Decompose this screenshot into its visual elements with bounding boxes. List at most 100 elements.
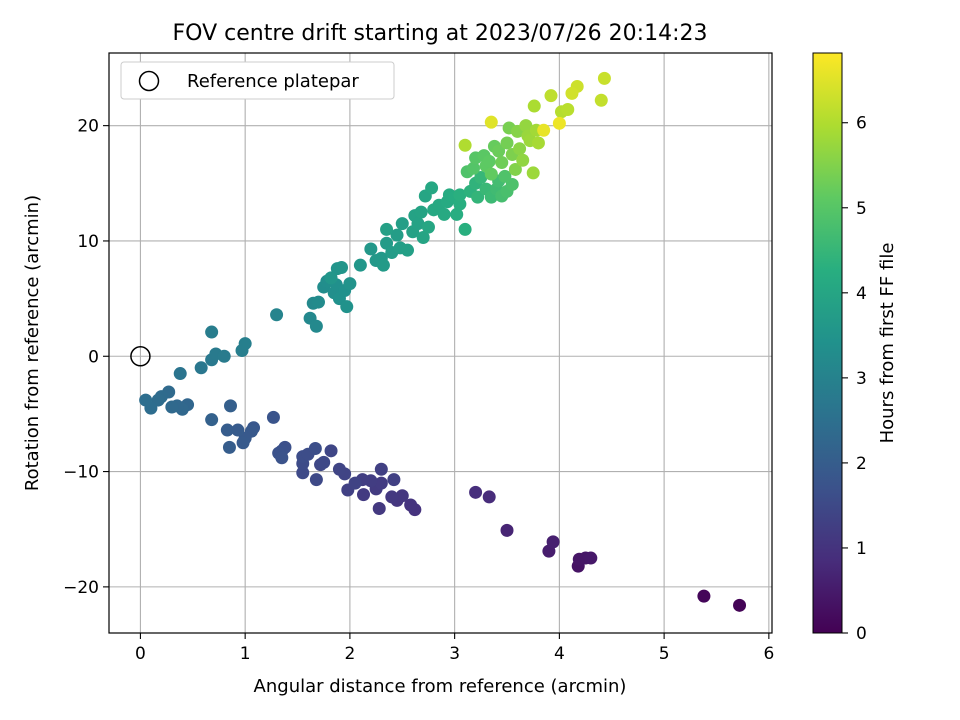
- scatter-point: [222, 440, 236, 454]
- scatter-point: [401, 243, 415, 257]
- scatter-point: [519, 119, 533, 133]
- scatter-point: [353, 258, 367, 272]
- scatter-point: [357, 488, 371, 502]
- scatter-point: [500, 136, 514, 150]
- scatter-point: [139, 393, 153, 407]
- scatter-point: [223, 399, 237, 413]
- scatter-point: [404, 498, 418, 512]
- colorbar-tick-label: 4: [856, 284, 867, 304]
- y-tick-label: −20: [63, 578, 99, 598]
- scatter-point: [495, 156, 509, 170]
- scatter-point: [335, 260, 349, 274]
- scatter-point: [453, 197, 467, 211]
- scatter-point: [458, 222, 472, 236]
- scatter-point: [513, 142, 527, 156]
- scatter-point: [492, 144, 506, 158]
- scatter-point: [516, 153, 530, 167]
- scatter-point: [552, 116, 566, 130]
- legend-marker: [138, 70, 160, 92]
- colorbar-label: Hours from first FF file: [877, 243, 898, 444]
- scatter-point: [594, 93, 608, 107]
- scatter-point: [324, 271, 338, 285]
- x-tick-label: 1: [240, 644, 251, 664]
- colorbar-tick-label: 0: [856, 624, 867, 644]
- colorbar-gradient: [812, 52, 843, 634]
- chart-title: FOV centre drift starting at 2023/07/26 …: [173, 21, 708, 46]
- x-tick-label: 2: [344, 644, 355, 664]
- scatter-point: [374, 462, 388, 476]
- scatter-point: [385, 490, 399, 504]
- legend-label: Reference platepar: [187, 71, 359, 92]
- y-axis-ticks: −20 −10 0 10 20: [63, 117, 109, 598]
- colorbar-tick-label: 3: [856, 369, 867, 389]
- scatter-point: [500, 523, 514, 537]
- x-axis-ticks: 0 1 2 3 4 5 6: [135, 633, 774, 664]
- scatter-point: [561, 103, 575, 117]
- scatter-point: [416, 230, 430, 244]
- reference-marker-layer: [130, 346, 151, 367]
- scatter-point: [597, 71, 611, 85]
- scatter-point: [387, 473, 401, 487]
- scatter-point: [380, 222, 394, 236]
- x-axis-label: Angular distance from reference (arcmin): [254, 676, 627, 697]
- x-tick-label: 6: [763, 644, 774, 664]
- scatter-point: [482, 154, 496, 168]
- scatter-point: [205, 413, 219, 427]
- scatter-point: [220, 423, 234, 437]
- y-tick-label: 10: [77, 232, 99, 252]
- colorbar-tick-label: 1: [856, 539, 867, 559]
- scatter-point: [348, 476, 362, 490]
- x-tick-label: 5: [659, 644, 670, 664]
- scatter-point: [411, 217, 425, 231]
- scatter-point: [238, 337, 252, 351]
- scatter-point: [395, 217, 409, 231]
- scatter-point: [425, 181, 439, 195]
- grid: [109, 53, 772, 633]
- scatter-point: [340, 300, 354, 314]
- scatter-point: [466, 161, 480, 175]
- scatter-point: [531, 136, 545, 150]
- scatter-point: [733, 598, 747, 612]
- scatter-point: [324, 444, 338, 458]
- scatter-point: [414, 205, 428, 219]
- scatter-point: [372, 501, 386, 515]
- scatter-point: [421, 220, 435, 234]
- x-tick-label: 4: [554, 644, 565, 664]
- reference-platepar-marker: [130, 346, 151, 367]
- scatter-point: [364, 242, 378, 256]
- scatter-point: [437, 207, 451, 221]
- x-tick-label: 3: [449, 644, 460, 664]
- scatter-point: [311, 295, 325, 309]
- scatter-point: [376, 258, 390, 272]
- scatter-point: [217, 349, 231, 363]
- scatter-point: [317, 455, 331, 469]
- scatter-point: [526, 166, 540, 180]
- colorbar: 0 1 2 3 4 5 6 Hours from first FF file: [812, 52, 898, 644]
- scatter-point: [482, 490, 496, 504]
- scatter-point: [697, 589, 711, 603]
- scatter-point: [332, 462, 346, 476]
- colorbar-tick-label: 2: [856, 454, 867, 474]
- scatter-point: [309, 473, 323, 487]
- y-tick-label: 20: [77, 117, 99, 137]
- y-tick-label: 0: [88, 347, 99, 367]
- scatter-point: [236, 436, 250, 450]
- scatter-point: [266, 410, 280, 424]
- scatter-point: [544, 89, 558, 103]
- colorbar-ticks: 0 1 2 3 4 5 6: [842, 114, 867, 644]
- scatter-point: [173, 367, 187, 381]
- scatter-point: [474, 171, 488, 185]
- scatter-point: [484, 115, 498, 129]
- scatter-point: [395, 489, 409, 503]
- scatter-point: [374, 476, 388, 490]
- scatter-point: [194, 361, 208, 375]
- scatter-point: [508, 162, 522, 176]
- x-tick-label: 0: [135, 644, 146, 664]
- legend: Reference platepar: [120, 61, 395, 100]
- scatter-point: [390, 228, 404, 242]
- scatter-point: [205, 325, 219, 339]
- scatter-point: [450, 207, 464, 221]
- scatter-point: [296, 466, 310, 480]
- scatter-points: [139, 71, 747, 612]
